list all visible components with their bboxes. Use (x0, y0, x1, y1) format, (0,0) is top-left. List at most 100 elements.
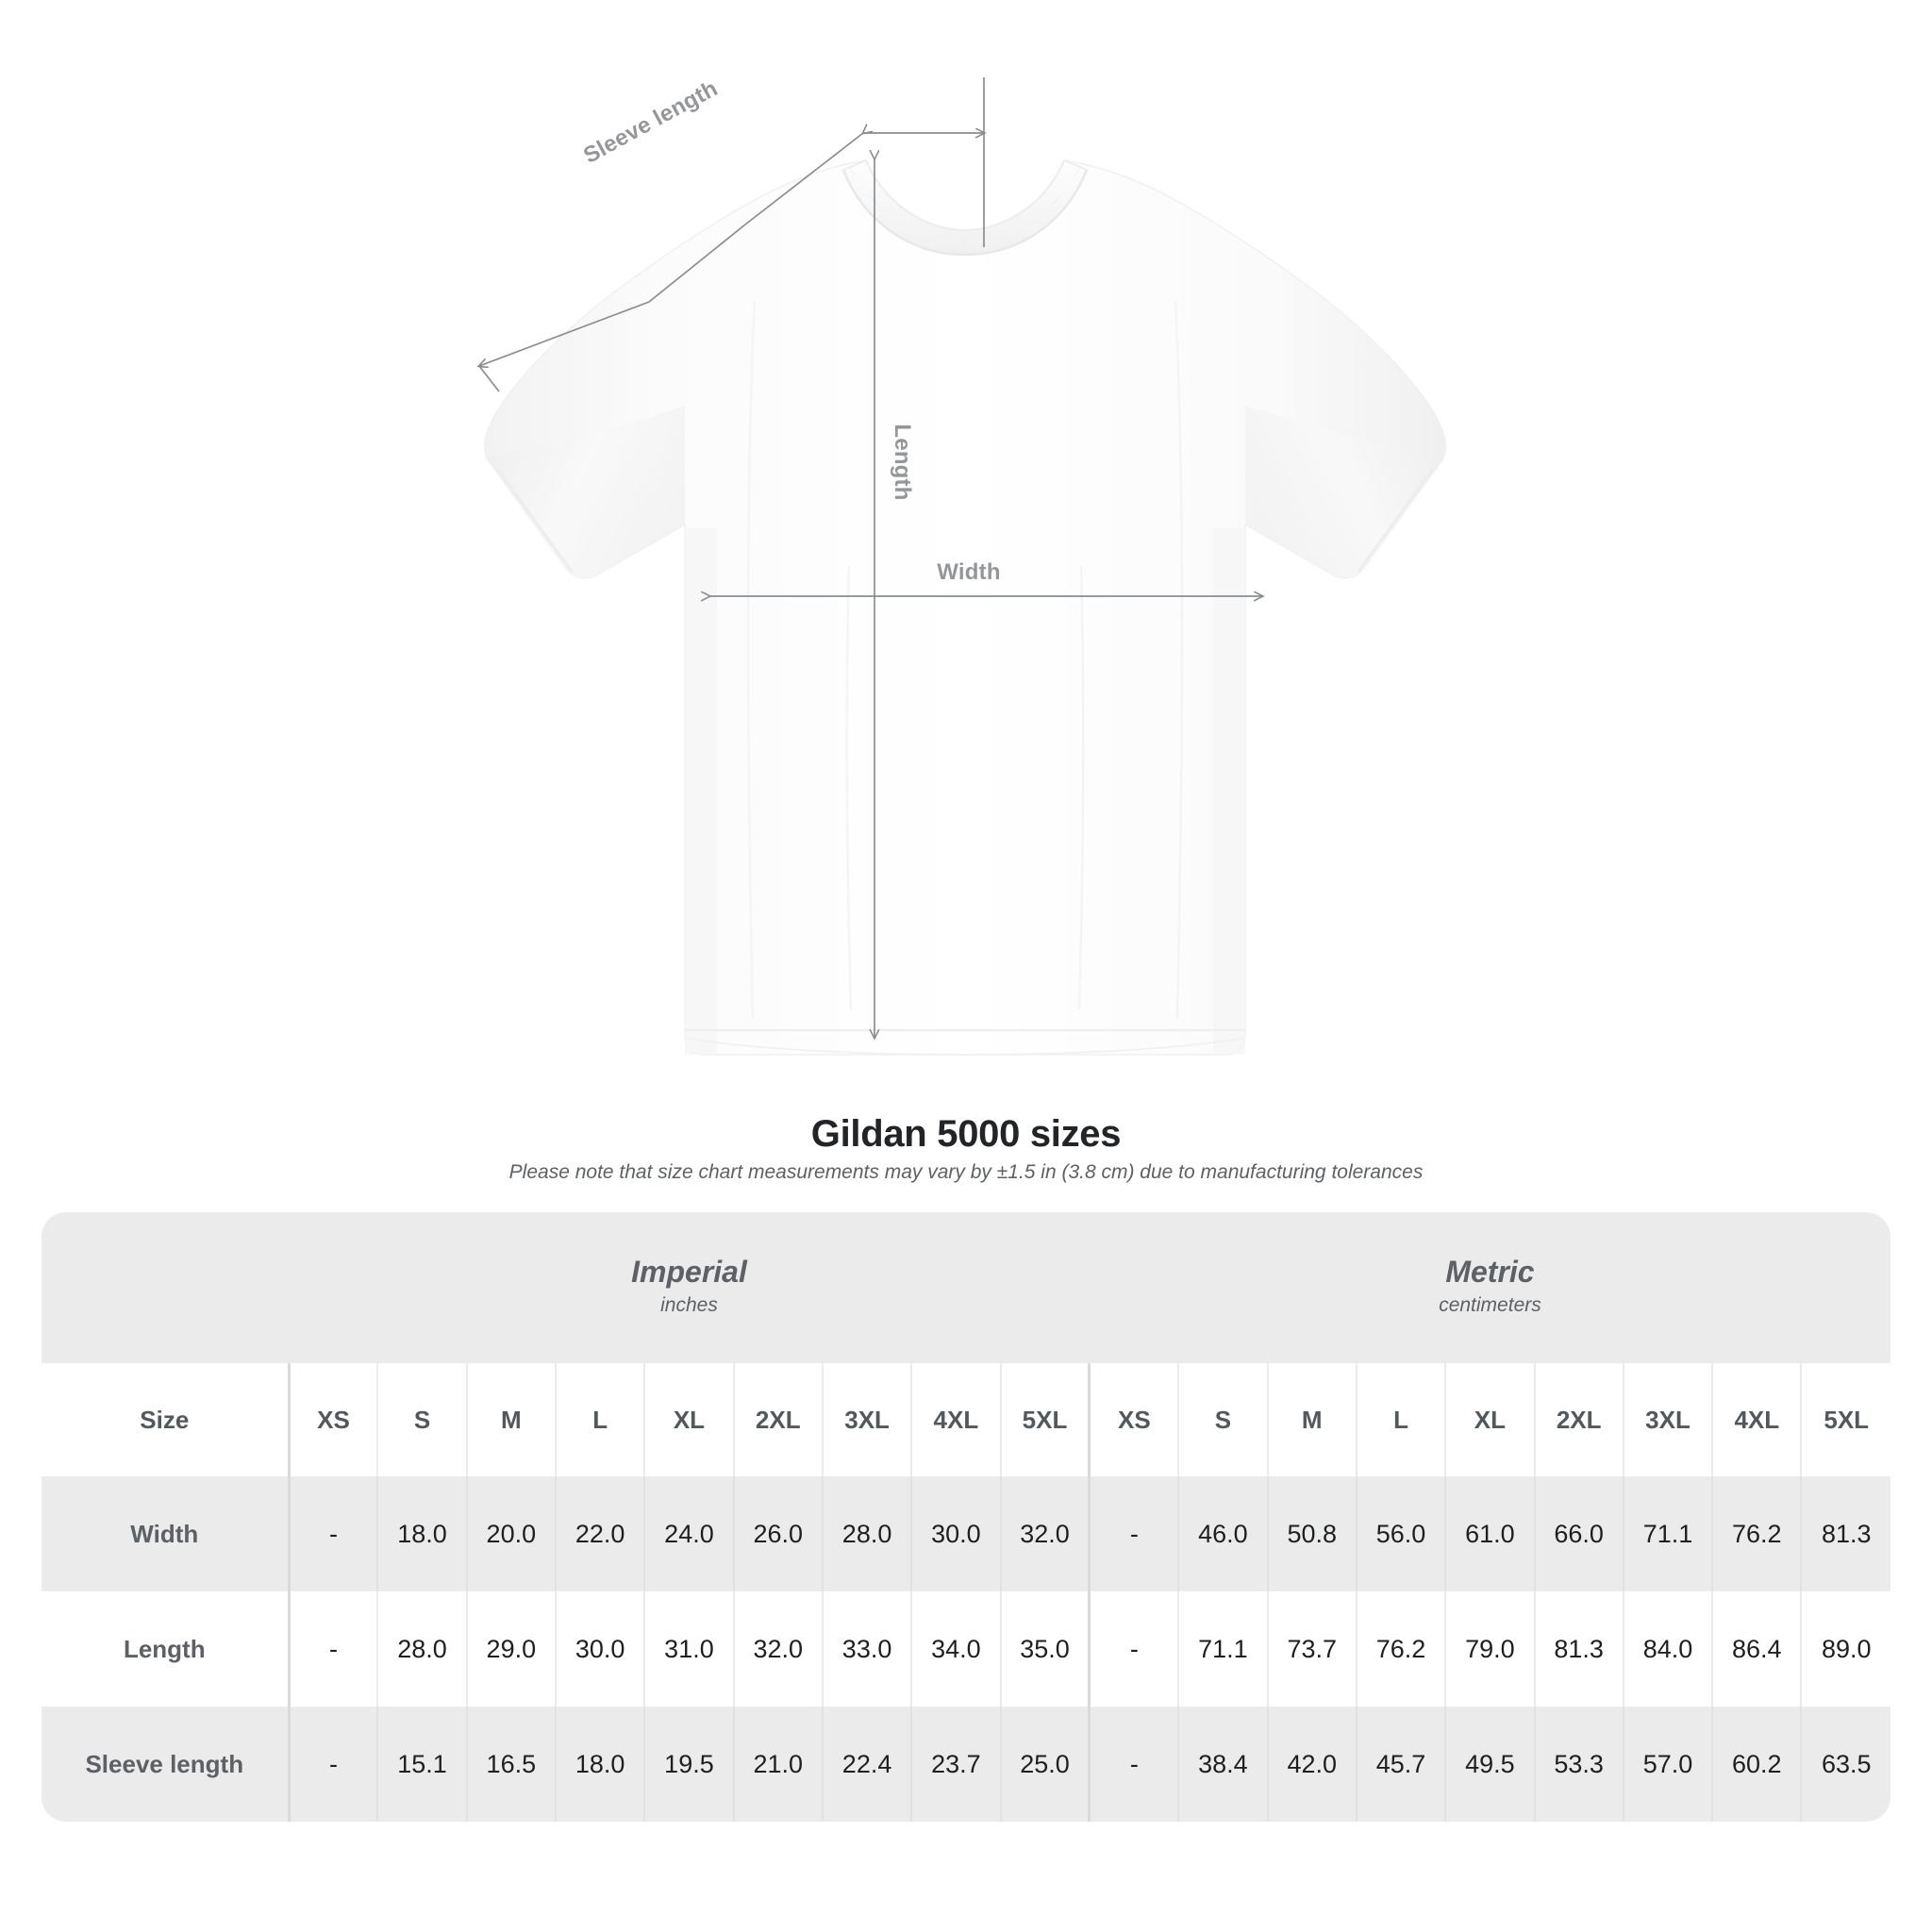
tshirt-illustration (0, 77, 1446, 1056)
cell-width-imp-5: 26.0 (732, 1476, 823, 1591)
length-label: Length (890, 424, 915, 501)
size-header-met-6: 3XL (1622, 1363, 1713, 1476)
cell-length-met-0: - (1088, 1591, 1179, 1707)
cell-sleeve-met-0: - (1088, 1707, 1179, 1822)
cell-sleeve-imp-4: 19.5 (643, 1707, 734, 1822)
cell-sleeve-imp-6: 22.4 (821, 1707, 912, 1822)
measurement-annotations (479, 77, 1262, 1038)
cell-width-met-3: 56.0 (1355, 1476, 1446, 1591)
cell-sleeve-imp-2: 16.5 (465, 1707, 556, 1822)
cell-width-imp-7: 30.0 (910, 1476, 1001, 1591)
unit-group-imperial-sub: inches (660, 1293, 718, 1316)
cell-length-met-6: 84.0 (1622, 1591, 1713, 1707)
cell-width-met-0: - (1088, 1476, 1179, 1591)
table-row: Sleeve length - 15.1 16.5 18.0 19.5 21.0… (42, 1707, 1890, 1822)
cell-width-imp-8: 32.0 (999, 1476, 1090, 1591)
cell-length-imp-8: 35.0 (999, 1591, 1090, 1707)
cell-sleeve-imp-8: 25.0 (999, 1707, 1090, 1822)
cell-sleeve-imp-7: 23.7 (910, 1707, 1001, 1822)
row-label-length: Length (42, 1591, 290, 1707)
size-chart-container: Imperial inches Metric centimeters Size … (42, 1212, 1890, 1822)
size-header-imp-4: XL (643, 1363, 734, 1476)
size-chart-table: Imperial inches Metric centimeters Size … (42, 1212, 1890, 1822)
unit-header-spacer (42, 1212, 290, 1363)
size-header-met-2: M (1266, 1363, 1357, 1476)
cell-width-met-4: 61.0 (1444, 1476, 1535, 1591)
unit-group-imperial: Imperial inches (289, 1212, 1090, 1363)
size-header-met-1: S (1177, 1363, 1268, 1476)
cell-length-imp-3: 30.0 (554, 1591, 645, 1707)
size-header-imp-3: L (554, 1363, 645, 1476)
cell-sleeve-met-1: 38.4 (1177, 1707, 1268, 1822)
unit-group-metric-name: Metric (1445, 1254, 1535, 1289)
size-header-row: Size XS S M L XL 2XL 3XL 4XL 5XL XS S M … (42, 1363, 1890, 1476)
size-header-imp-8: 5XL (999, 1363, 1090, 1476)
size-header-met-0: XS (1088, 1363, 1179, 1476)
cell-length-met-2: 73.7 (1266, 1591, 1357, 1707)
width-label: Width (937, 559, 1001, 585)
cell-sleeve-met-8: 63.5 (1800, 1707, 1890, 1822)
size-header-imp-0: XS (287, 1363, 378, 1476)
cell-sleeve-met-2: 42.0 (1266, 1707, 1357, 1822)
unit-header-row: Imperial inches Metric centimeters (42, 1212, 1890, 1363)
cell-sleeve-imp-0: - (287, 1707, 378, 1822)
cell-width-met-7: 76.2 (1711, 1476, 1802, 1591)
cell-width-met-1: 46.0 (1177, 1476, 1268, 1591)
shirt-shape (484, 159, 1446, 1056)
cell-length-imp-6: 33.0 (821, 1591, 912, 1707)
cell-width-imp-1: 18.0 (376, 1476, 467, 1591)
size-header-imp-6: 3XL (821, 1363, 912, 1476)
cell-width-met-6: 71.1 (1622, 1476, 1713, 1591)
cell-length-met-4: 79.0 (1444, 1591, 1535, 1707)
tolerance-note: Please note that size chart measurements… (508, 1161, 1424, 1183)
cell-sleeve-met-4: 49.5 (1444, 1707, 1535, 1822)
right-sleeve-shade (1245, 406, 1443, 578)
cell-length-imp-2: 29.0 (465, 1591, 556, 1707)
chart-heading-block: Gildan 5000 sizes Please note that size … (0, 1113, 1932, 1212)
cell-sleeve-met-3: 45.7 (1355, 1707, 1446, 1822)
cell-sleeve-imp-1: 15.1 (376, 1707, 467, 1822)
size-header-met-8: 5XL (1800, 1363, 1890, 1476)
cell-length-imp-0: - (287, 1591, 378, 1707)
size-header-met-7: 4XL (1711, 1363, 1802, 1476)
cell-length-met-7: 86.4 (1711, 1591, 1802, 1707)
size-header-imp-5: 2XL (732, 1363, 823, 1476)
shirt-body-path (484, 159, 1446, 1056)
unit-group-metric: Metric centimeters (1089, 1212, 1890, 1363)
row-label-sleeve-length: Sleeve length (42, 1707, 290, 1822)
size-header-label: Size (42, 1363, 290, 1476)
cell-width-met-5: 66.0 (1533, 1476, 1624, 1591)
cell-width-met-8: 81.3 (1800, 1476, 1890, 1591)
cell-length-imp-7: 34.0 (910, 1591, 1001, 1707)
cell-length-met-8: 89.0 (1800, 1591, 1890, 1707)
size-header-imp-7: 4XL (910, 1363, 1001, 1476)
cell-sleeve-met-5: 53.3 (1533, 1707, 1624, 1822)
cell-width-imp-0: - (287, 1476, 378, 1591)
cell-sleeve-imp-3: 18.0 (554, 1707, 645, 1822)
cell-length-met-3: 76.2 (1355, 1591, 1446, 1707)
tshirt-measurement-diagram: Sleeve length Length Width (0, 75, 1446, 1056)
table-row: Length - 28.0 29.0 30.0 31.0 32.0 33.0 3… (42, 1591, 1890, 1707)
cell-length-imp-1: 28.0 (376, 1591, 467, 1707)
size-header-met-4: XL (1444, 1363, 1535, 1476)
size-header-imp-1: S (376, 1363, 467, 1476)
cell-length-imp-4: 31.0 (643, 1591, 734, 1707)
cell-width-met-2: 50.8 (1266, 1476, 1357, 1591)
cell-sleeve-met-7: 60.2 (1711, 1707, 1802, 1822)
table-row: Width - 18.0 20.0 22.0 24.0 26.0 28.0 30… (42, 1476, 1890, 1591)
cell-length-met-5: 81.3 (1533, 1591, 1624, 1707)
page-title: Gildan 5000 sizes (810, 1113, 1122, 1155)
cell-sleeve-met-6: 57.0 (1622, 1707, 1713, 1822)
cell-width-imp-2: 20.0 (465, 1476, 556, 1591)
size-header-imp-2: M (465, 1363, 556, 1476)
size-header-met-3: L (1355, 1363, 1446, 1476)
cell-length-imp-5: 32.0 (732, 1591, 823, 1707)
sleeve-length-dimension (479, 77, 984, 392)
cell-width-imp-3: 22.0 (554, 1476, 645, 1591)
left-sleeve-shade (487, 406, 685, 578)
cell-sleeve-imp-5: 21.0 (732, 1707, 823, 1822)
size-header-met-5: 2XL (1533, 1363, 1624, 1476)
row-label-width: Width (42, 1476, 290, 1591)
cell-length-met-1: 71.1 (1177, 1591, 1268, 1707)
cell-width-imp-4: 24.0 (643, 1476, 734, 1591)
